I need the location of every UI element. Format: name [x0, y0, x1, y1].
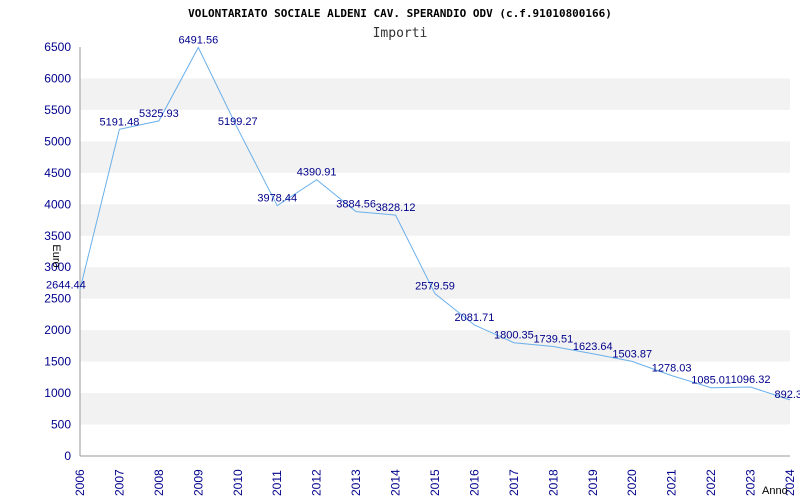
- grid-band: [80, 141, 790, 173]
- axes: [79, 47, 790, 457]
- data-label: 4390.91: [297, 167, 337, 179]
- y-tick-labels: 0 500 1000 1500 2000 2500 3000 3500 4000 4500 5000…: [44, 40, 71, 463]
- data-label: 5199.27: [218, 116, 258, 128]
- y-tick-label: 6000: [44, 71, 71, 85]
- grid-bands: [80, 78, 790, 425]
- x-tick-label: 2008: [152, 469, 166, 496]
- series-line: [79, 46, 791, 401]
- y-axis-label: Euro: [50, 244, 62, 267]
- grid-band: [80, 330, 790, 362]
- y-tick-label: 5500: [44, 103, 71, 117]
- data-label: 1278.03: [652, 363, 692, 375]
- data-label: 1503.87: [612, 348, 652, 360]
- x-tick-label: 2015: [428, 469, 442, 496]
- data-label: 3884.56: [336, 199, 376, 211]
- y-tick-label: 3000: [44, 260, 71, 274]
- data-label: 1623.64: [573, 341, 613, 353]
- grid-band: [80, 393, 790, 425]
- x-tick-label: 2019: [586, 469, 600, 496]
- y-tick-label: 1500: [44, 355, 71, 369]
- data-label: 892.3: [774, 389, 800, 401]
- x-tick-label: 2017: [507, 469, 521, 496]
- y-tick-label: 5000: [44, 134, 71, 148]
- x-tick-labels: 2006 2007 2008 2009 2010 2011 2012 2013 2014 2015…: [73, 469, 797, 496]
- x-tick-label: 2009: [191, 469, 205, 496]
- data-label: 2081.71: [455, 312, 495, 324]
- data-label: 2579.59: [415, 281, 455, 293]
- data-label: 1800.35: [494, 330, 534, 342]
- x-axis-label: Anno: [762, 485, 788, 497]
- x-tick-label: 2023: [744, 469, 758, 496]
- series-polyline: [79, 46, 791, 401]
- y-tick-label: 500: [51, 418, 71, 432]
- y-tick-label: 4000: [44, 197, 71, 211]
- x-tick-label: 2014: [389, 469, 403, 496]
- y-tick-label: 1000: [44, 386, 71, 400]
- data-label: 2644.44: [46, 280, 86, 292]
- x-tick-label: 2021: [665, 469, 679, 496]
- x-tick-label: 2006: [73, 469, 87, 496]
- grid-band: [80, 78, 790, 110]
- data-label: 6491.56: [178, 35, 218, 47]
- y-tick-label: 0: [64, 449, 71, 463]
- data-label: 1085.01: [691, 375, 731, 387]
- x-tick-label: 2016: [467, 469, 481, 496]
- x-tick-label: 2020: [625, 469, 639, 496]
- y-tick-label: 2500: [44, 292, 71, 306]
- data-label: 3828.12: [376, 202, 416, 214]
- x-tick-label: 2018: [546, 469, 560, 496]
- grid-band: [80, 204, 790, 236]
- y-tick-label: 2000: [44, 323, 71, 337]
- x-tick-label: 2013: [349, 469, 363, 496]
- x-tick-label: 2007: [112, 469, 126, 496]
- x-tick-label: 2022: [704, 469, 718, 496]
- chart-title: VOLONTARIATO SOCIALE ALDENI CAV. SPERAND…: [188, 7, 612, 20]
- y-tick-label: 4500: [44, 166, 71, 180]
- data-label: 1739.51: [533, 334, 573, 346]
- x-tick-label: 2012: [310, 469, 324, 496]
- chart-subtitle: Importi: [373, 26, 428, 41]
- y-tick-label: 6500: [44, 40, 71, 54]
- x-tick-label: 2024: [783, 469, 797, 496]
- data-label: 3978.44: [257, 193, 297, 205]
- data-label: 5191.48: [100, 116, 140, 128]
- data-label: 5325.93: [139, 108, 179, 120]
- x-tick-label: 2010: [231, 469, 245, 496]
- y-tick-label: 3500: [44, 229, 71, 243]
- data-label: 1096.32: [731, 374, 771, 386]
- x-tick-label: 2011: [270, 470, 284, 496]
